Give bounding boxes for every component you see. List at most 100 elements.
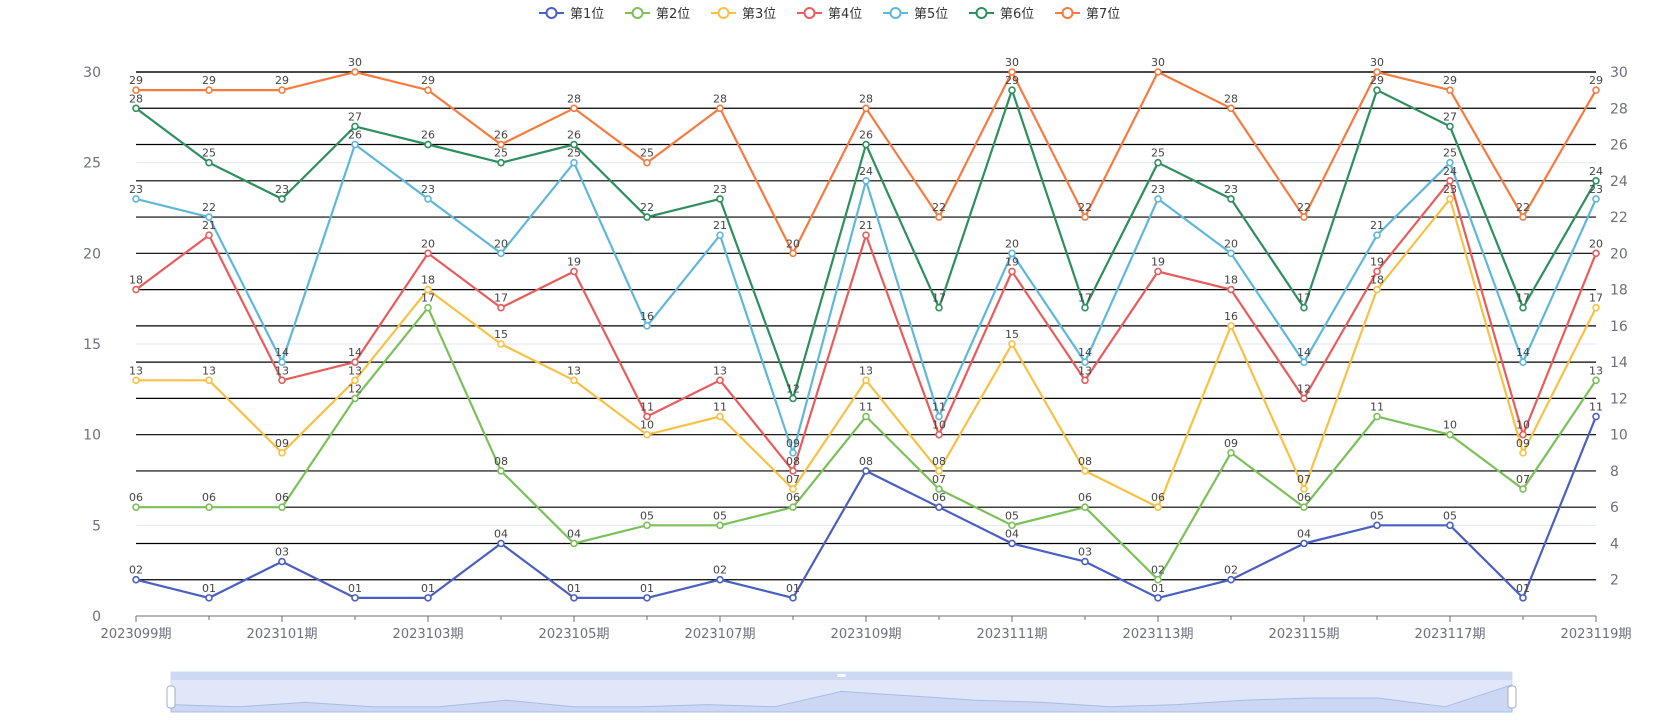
- data-point[interactable]: [935, 213, 943, 221]
- legend-item[interactable]: 第7位: [1055, 7, 1120, 22]
- data-point[interactable]: [1300, 213, 1308, 221]
- data-point[interactable]: [716, 376, 724, 385]
- data-point[interactable]: [1446, 86, 1454, 94]
- data-point[interactable]: [1008, 249, 1016, 258]
- data-point[interactable]: [1373, 68, 1381, 76]
- data-point[interactable]: [205, 231, 213, 239]
- data-point[interactable]: [1592, 376, 1600, 385]
- data-point[interactable]: [1154, 195, 1162, 203]
- data-point[interactable]: [278, 448, 286, 457]
- legend-item[interactable]: 第2位: [625, 7, 690, 22]
- data-point[interactable]: [497, 303, 505, 312]
- data-point[interactable]: [497, 249, 505, 258]
- data-point[interactable]: [935, 412, 943, 421]
- data-point[interactable]: [643, 412, 651, 421]
- data-point[interactable]: [132, 503, 140, 512]
- data-point[interactable]: [1519, 430, 1527, 439]
- data-point[interactable]: [1373, 521, 1381, 530]
- data-point[interactable]: [132, 86, 140, 94]
- data-point[interactable]: [1081, 376, 1089, 385]
- data-point[interactable]: [1373, 285, 1381, 294]
- data-point[interactable]: [1519, 358, 1527, 366]
- data-point[interactable]: [278, 86, 286, 94]
- data-point[interactable]: [570, 376, 578, 385]
- data-point[interactable]: [351, 122, 359, 131]
- data-point[interactable]: [205, 503, 213, 512]
- data-point[interactable]: [570, 104, 578, 113]
- legend-item[interactable]: 第4位: [797, 7, 862, 22]
- data-point[interactable]: [278, 557, 286, 566]
- data-point[interactable]: [643, 430, 651, 439]
- data-point[interactable]: [205, 213, 213, 221]
- data-point[interactable]: [497, 158, 505, 167]
- data-point[interactable]: [351, 394, 359, 403]
- data-point[interactable]: [497, 140, 505, 149]
- data-point[interactable]: [935, 303, 943, 312]
- data-point[interactable]: [570, 267, 578, 276]
- data-point[interactable]: [1300, 539, 1308, 548]
- data-point[interactable]: [935, 503, 943, 512]
- data-point[interactable]: [1227, 322, 1235, 330]
- data-point[interactable]: [1373, 267, 1381, 276]
- data-point[interactable]: [278, 503, 286, 512]
- data-point[interactable]: [716, 195, 724, 203]
- data-point[interactable]: [278, 195, 286, 203]
- data-point[interactable]: [935, 485, 943, 493]
- data-point[interactable]: [862, 376, 870, 385]
- legend-item[interactable]: 第6位: [969, 7, 1034, 22]
- zoom-grip[interactable]: [837, 674, 846, 677]
- data-point[interactable]: [716, 104, 724, 113]
- data-point[interactable]: [643, 521, 651, 530]
- data-point[interactable]: [1081, 503, 1089, 512]
- data-point[interactable]: [1592, 303, 1600, 312]
- data-point[interactable]: [1227, 448, 1235, 457]
- data-point[interactable]: [424, 303, 432, 312]
- data-point[interactable]: [1081, 467, 1089, 475]
- data-point[interactable]: [424, 285, 432, 294]
- data-point[interactable]: [716, 575, 724, 584]
- data-point[interactable]: [1592, 412, 1600, 421]
- data-point[interactable]: [205, 376, 213, 385]
- data-point[interactable]: [862, 140, 870, 149]
- data-point[interactable]: [1154, 594, 1162, 602]
- data-point[interactable]: [1519, 448, 1527, 457]
- data-point[interactable]: [643, 158, 651, 167]
- data-point[interactable]: [1227, 195, 1235, 203]
- data-point[interactable]: [1592, 195, 1600, 203]
- legend-item[interactable]: 第5位: [883, 7, 948, 22]
- data-point[interactable]: [351, 594, 359, 602]
- data-point[interactable]: [862, 467, 870, 475]
- data-point[interactable]: [862, 412, 870, 421]
- data-point[interactable]: [1446, 195, 1454, 203]
- data-point[interactable]: [1081, 557, 1089, 566]
- data-point[interactable]: [1300, 358, 1308, 366]
- data-point[interactable]: [1300, 394, 1308, 403]
- data-point[interactable]: [351, 376, 359, 385]
- data-point[interactable]: [1227, 104, 1235, 113]
- data-point[interactable]: [643, 213, 651, 221]
- data-point[interactable]: [1154, 68, 1162, 76]
- data-point[interactable]: [570, 158, 578, 167]
- data-point[interactable]: [789, 485, 797, 493]
- data-point[interactable]: [570, 594, 578, 602]
- data-point[interactable]: [424, 195, 432, 203]
- data-point[interactable]: [716, 412, 724, 421]
- data-point[interactable]: [351, 140, 359, 149]
- data-point[interactable]: [1154, 503, 1162, 512]
- data-point[interactable]: [643, 594, 651, 602]
- data-point[interactable]: [570, 140, 578, 149]
- data-point[interactable]: [1519, 303, 1527, 312]
- data-point[interactable]: [497, 340, 505, 348]
- data-point[interactable]: [1592, 249, 1600, 258]
- data-point[interactable]: [497, 539, 505, 548]
- data-point[interactable]: [351, 68, 359, 76]
- data-point[interactable]: [1227, 249, 1235, 258]
- data-point[interactable]: [1519, 594, 1527, 602]
- data-point[interactable]: [497, 467, 505, 475]
- data-point[interactable]: [424, 249, 432, 258]
- data-point[interactable]: [1081, 358, 1089, 366]
- data-point[interactable]: [1519, 485, 1527, 493]
- legend-item[interactable]: 第3位: [711, 7, 776, 22]
- data-point[interactable]: [278, 358, 286, 366]
- data-point[interactable]: [862, 231, 870, 239]
